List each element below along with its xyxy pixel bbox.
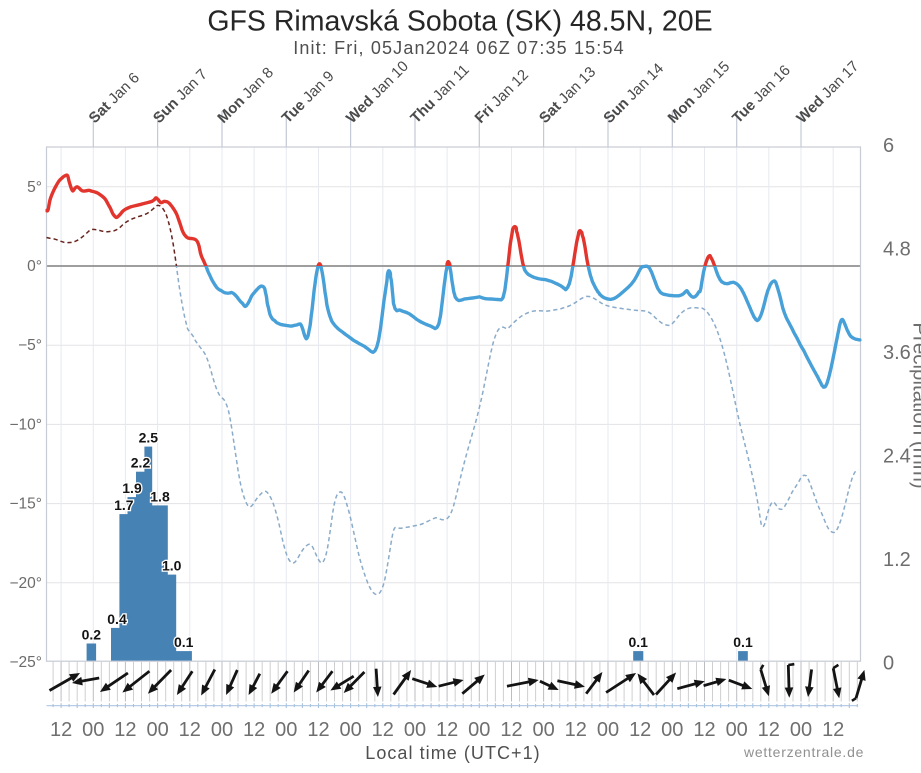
svg-text:00: 00 bbox=[404, 719, 426, 741]
svg-text:12: 12 bbox=[243, 719, 265, 741]
svg-text:−10°: −10° bbox=[10, 416, 43, 433]
svg-text:Init: Fri, 05Jan2024 06Z 07:35: Init: Fri, 05Jan2024 06Z 07:35 15:54 bbox=[293, 38, 625, 58]
svg-text:−15°: −15° bbox=[10, 496, 43, 513]
svg-text:12: 12 bbox=[500, 719, 522, 741]
svg-text:00: 00 bbox=[468, 719, 490, 741]
svg-text:2.5: 2.5 bbox=[139, 430, 159, 446]
svg-text:−25°: −25° bbox=[10, 654, 43, 671]
svg-text:00: 00 bbox=[275, 719, 297, 741]
svg-text:1.7: 1.7 bbox=[114, 497, 134, 513]
svg-text:1.8: 1.8 bbox=[150, 488, 170, 504]
svg-text:00: 00 bbox=[532, 719, 554, 741]
svg-text:0.1: 0.1 bbox=[174, 634, 194, 650]
svg-text:1.2: 1.2 bbox=[883, 549, 911, 571]
svg-text:1.0: 1.0 bbox=[162, 558, 182, 574]
svg-text:00: 00 bbox=[146, 719, 168, 741]
svg-text:12: 12 bbox=[372, 719, 394, 741]
svg-text:GFS Rimavská Sobota (SK) 48.5N: GFS Rimavská Sobota (SK) 48.5N, 20E bbox=[207, 6, 712, 38]
svg-text:00: 00 bbox=[726, 719, 748, 741]
svg-text:0: 0 bbox=[883, 653, 894, 675]
svg-text:3.6: 3.6 bbox=[883, 342, 911, 364]
svg-text:2.4: 2.4 bbox=[883, 446, 911, 468]
svg-text:0.1: 0.1 bbox=[733, 634, 753, 650]
svg-text:wetterzentrale.de: wetterzentrale.de bbox=[743, 744, 864, 760]
svg-text:00: 00 bbox=[211, 719, 233, 741]
svg-text:12: 12 bbox=[693, 719, 715, 741]
svg-text:5°: 5° bbox=[27, 179, 42, 196]
svg-text:12: 12 bbox=[436, 719, 458, 741]
svg-text:00: 00 bbox=[790, 719, 812, 741]
svg-text:1.9: 1.9 bbox=[122, 480, 142, 496]
svg-text:12: 12 bbox=[114, 719, 136, 741]
svg-text:2.2: 2.2 bbox=[131, 455, 151, 471]
svg-text:12: 12 bbox=[565, 719, 587, 741]
svg-text:00: 00 bbox=[339, 719, 361, 741]
svg-text:−5°: −5° bbox=[18, 337, 42, 354]
svg-text:12: 12 bbox=[758, 719, 780, 741]
svg-text:12: 12 bbox=[179, 719, 201, 741]
svg-text:−20°: −20° bbox=[10, 575, 43, 592]
svg-text:12: 12 bbox=[822, 719, 844, 741]
svg-text:00: 00 bbox=[661, 719, 683, 741]
svg-text:0.1: 0.1 bbox=[628, 634, 648, 650]
svg-text:00: 00 bbox=[82, 719, 104, 741]
svg-text:Local time (UTC+1): Local time (UTC+1) bbox=[365, 743, 540, 763]
svg-text:12: 12 bbox=[629, 719, 651, 741]
svg-text:0.4: 0.4 bbox=[107, 611, 127, 627]
svg-text:6: 6 bbox=[883, 135, 894, 157]
svg-text:0°: 0° bbox=[27, 258, 42, 275]
svg-text:Precipitation (mm): Precipitation (mm) bbox=[909, 322, 921, 488]
svg-text:12: 12 bbox=[307, 719, 329, 741]
svg-text:4.8: 4.8 bbox=[883, 239, 911, 261]
svg-text:00: 00 bbox=[597, 719, 619, 741]
svg-text:0.2: 0.2 bbox=[82, 627, 102, 643]
svg-text:12: 12 bbox=[50, 719, 72, 741]
